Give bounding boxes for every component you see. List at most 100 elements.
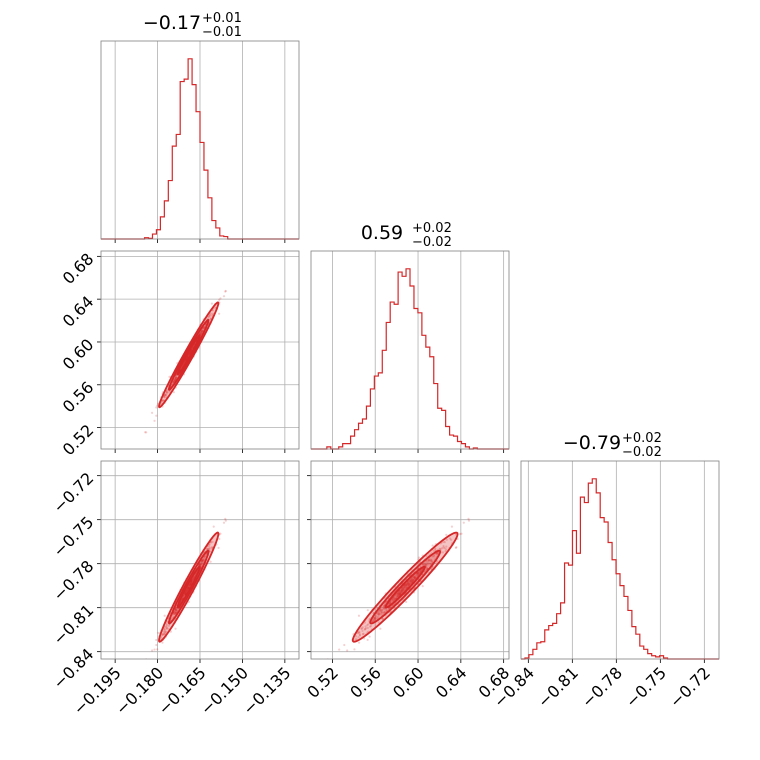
sample-point [200,561,203,564]
sample-point [402,588,405,592]
sample-point [409,580,412,583]
sample-point [412,578,415,581]
sample-point [430,560,433,563]
y-tick-label: −0.72 [49,469,97,517]
x-tick-label: −0.78 [578,663,626,711]
sample-point [407,585,410,588]
sample-point [409,581,412,584]
sample-point [187,354,190,357]
sample-point [188,584,191,588]
sample-point [208,547,211,550]
sample-point [190,581,193,584]
sample-point [405,583,408,587]
panel-2-1 [307,460,510,663]
contour-fill-1 [370,550,441,624]
sample-point [400,590,403,594]
sample-point [383,610,386,613]
sample-point [174,627,177,630]
sample-point [407,580,410,583]
sample-point [155,638,158,642]
sample-point [187,586,190,590]
sample-point [422,563,425,566]
sample-point [396,594,399,598]
sample-point [402,586,406,589]
sample-point [211,309,214,312]
sample-point [417,556,421,559]
sample-point [164,630,168,633]
sample-point [210,541,213,544]
contour-line-1 [167,549,210,625]
sample-point [164,625,167,628]
sample-point [174,612,177,615]
sample-point [202,327,205,330]
sample-point [156,404,159,407]
sample-point [459,532,462,536]
panel-1-0 [97,250,300,453]
sample-point [379,612,382,616]
sample-point [427,558,430,562]
y-tick-label: 0.60 [59,335,98,374]
sample-point [413,576,417,579]
sample-point [189,581,193,584]
contour-line-1 [369,549,442,625]
sample-point [174,608,177,611]
sample-point [396,592,399,595]
panel-frame [310,460,510,660]
sample-point [198,563,201,566]
sample-point [413,577,416,580]
sample-point [185,590,188,594]
sample-point [338,648,341,651]
sample-point [188,583,191,586]
sample-point [163,633,166,636]
sample-point [363,621,366,624]
sample-point [175,609,178,612]
sample-point [356,632,360,635]
sample-point [424,563,428,566]
sample-point [174,377,177,380]
sample-point [448,537,452,540]
sample-point [382,605,386,608]
panel-title-0: −0.17 [143,12,201,34]
sample-point [188,585,191,588]
sample-point [409,578,413,581]
sample-point [210,302,214,305]
sample-point [208,546,211,549]
sample-point [144,660,146,662]
sample-point [450,538,453,541]
sample-point [397,592,400,595]
sample-point [212,525,215,528]
x-tick-label: −0.72 [666,663,714,711]
sample-point [377,613,381,616]
sample-point [405,585,408,588]
sample-point [172,379,176,383]
sample-point [362,632,365,635]
sample-point [431,555,434,558]
sample-point [201,558,204,562]
sample-point [467,519,471,522]
sample-point [373,617,376,620]
sample-point [397,592,400,596]
sample-point [455,546,458,549]
sample-point [444,550,447,553]
sample-point [163,396,166,399]
sample-point [162,399,165,402]
sample-point [409,579,412,583]
sample-point [165,625,168,628]
sample-point [200,563,203,566]
sample-point [439,547,442,550]
sample-point [416,572,419,575]
sample-point [209,317,212,320]
sample-point [431,544,434,547]
sample-point [202,560,205,563]
sample-point [175,608,178,612]
sample-point [174,611,177,614]
sample-point [174,377,177,380]
sample-point [187,586,190,589]
sample-point [327,660,329,662]
sample-point [343,643,346,647]
sample-point [382,605,386,608]
sample-point [190,580,193,583]
sample-point [165,624,168,627]
sample-point [174,608,177,612]
panel-title-2: −0.79 [563,432,621,454]
